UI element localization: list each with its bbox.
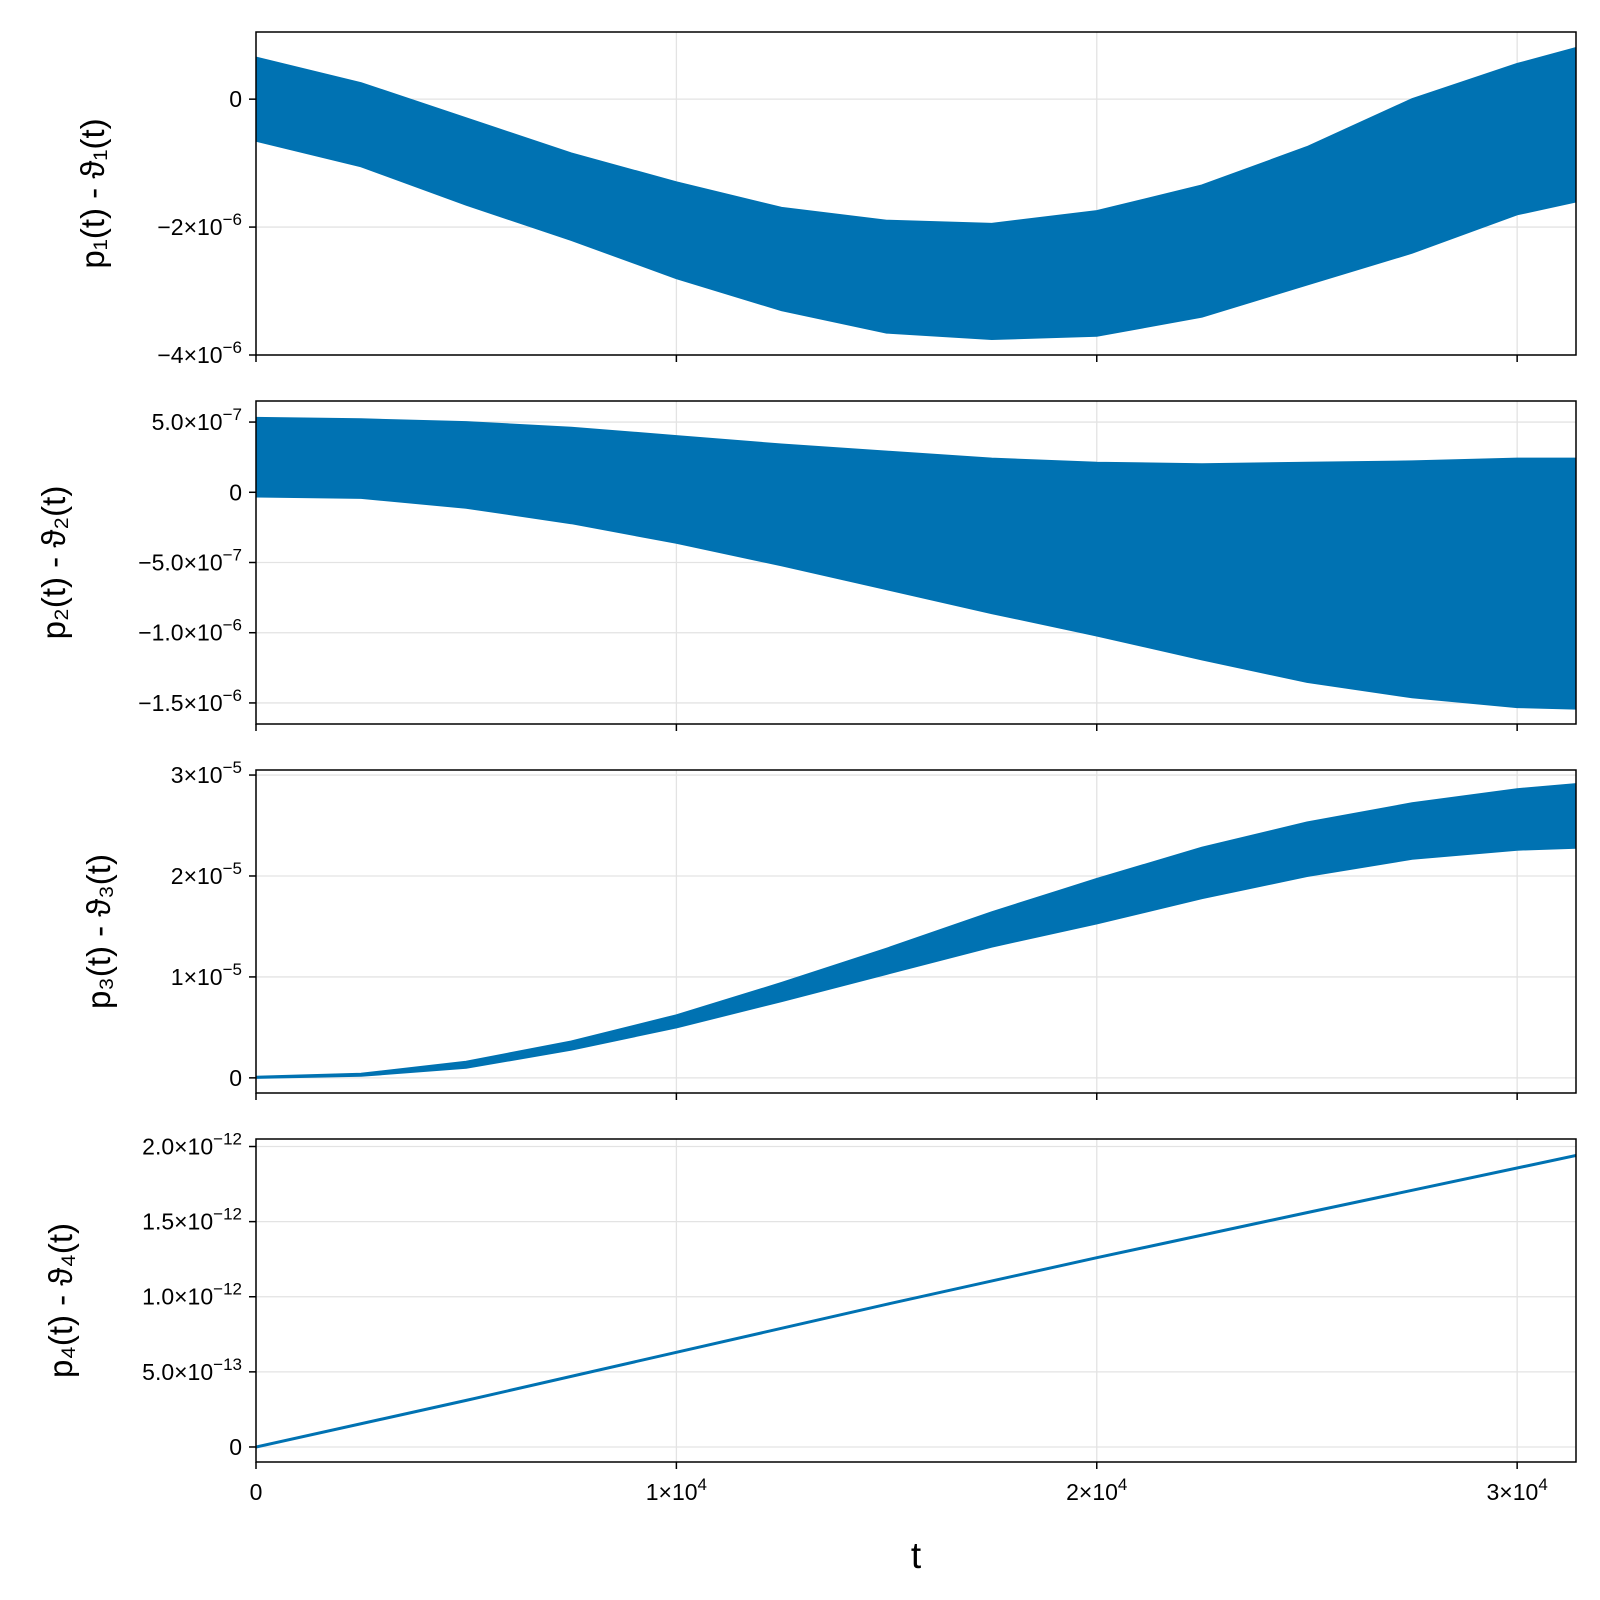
- series-group: [256, 1154, 1576, 1449]
- series-group: [256, 416, 1576, 710]
- y-tick-label: −4×10−6: [157, 338, 242, 368]
- panel-2: 5.0×10−7 0 −5.0×10−7 −1.0×10−6 −1.5×10−6 p₂(t…: [35, 400, 1577, 731]
- y-tick-label: 1×10−5: [171, 960, 242, 990]
- y-axis-label: p₃(t) - ϑ₃(t): [80, 854, 117, 1009]
- plot-frame: [255, 31, 1577, 356]
- plot-frame: [255, 769, 1577, 1094]
- y-tick-label: 2.0×10−12: [142, 1130, 242, 1160]
- series-group: [256, 46, 1576, 341]
- y-tick-label: −1.5×10−6: [138, 686, 242, 716]
- panel-3: 3×10−5 2×10−5 1×10−5 0 p₃(t) - ϑ₃(t): [80, 758, 1577, 1100]
- x-tick-label: 1×104: [646, 1475, 707, 1505]
- y-tick-label: 0: [229, 86, 242, 112]
- y-axis-label: p₄(t) - ϑ₄(t): [42, 1223, 79, 1378]
- series-line: [256, 1154, 1576, 1449]
- y-tick-label: −1.0×10−6: [138, 616, 242, 646]
- oscillation-band: [256, 416, 1576, 710]
- x-tick-label: 2×104: [1066, 1475, 1127, 1505]
- oscillation-band: [256, 783, 1576, 1079]
- y-tick-label: 0: [229, 479, 242, 505]
- x-tick-label: 3×104: [1487, 1475, 1548, 1505]
- y-tick-label: 1.0×10−12: [142, 1280, 242, 1310]
- y-tick-label: 5.0×10−13: [142, 1355, 242, 1385]
- y-axis-label: p₁(t) - ϑ₁(t): [74, 118, 111, 268]
- y-tick-label: 0: [229, 1065, 242, 1091]
- y-tick-label: 0: [229, 1434, 242, 1460]
- x-tick-label: 0: [250, 1479, 263, 1505]
- y-tick-label: 5.0×10−7: [152, 405, 242, 435]
- plot-frame: [255, 1138, 1577, 1463]
- panel-1: 0 −2×10−6 −4×10−6 p₁(t) - ϑ₁(t): [74, 31, 1577, 368]
- y-tick-label: −2×10−6: [157, 210, 242, 240]
- y-axis-label: p₂(t) - ϑ₂(t): [35, 486, 72, 640]
- y-tick-label: −5.0×10−7: [138, 546, 242, 576]
- oscillation-band: [256, 46, 1576, 341]
- y-tick-label: 1.5×10−12: [142, 1205, 242, 1235]
- x-axis-label: t: [911, 1535, 922, 1576]
- y-tick-label: 3×10−5: [171, 758, 242, 788]
- y-tick-label: 2×10−5: [171, 859, 242, 889]
- panel-4: 2.0×10−12 1.5×10−12 1.0×10−12 5.0×10−13 0 p₄(…: [42, 1130, 1577, 1505]
- series-group: [256, 783, 1576, 1079]
